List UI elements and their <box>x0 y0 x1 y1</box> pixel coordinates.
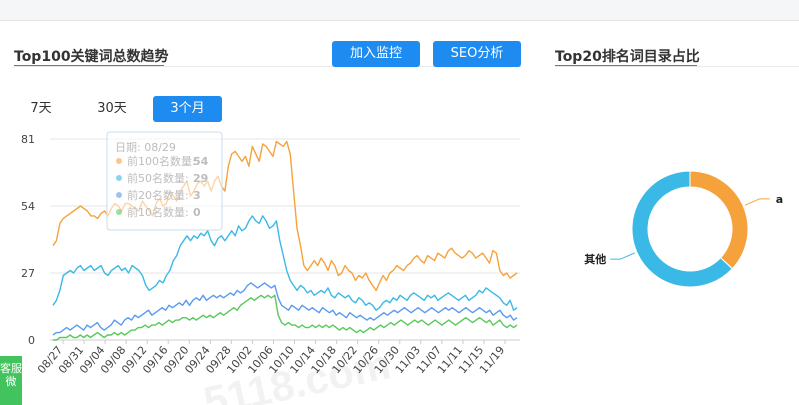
donut-label-line <box>610 252 636 260</box>
tooltip-row-label: 前20名数量: <box>127 188 189 202</box>
y-tick-label: 27 <box>21 267 35 280</box>
top-band <box>0 0 799 21</box>
seo-analysis-button[interactable]: SEO分析 <box>433 41 521 67</box>
tooltip-row-label: 前50名数量: <box>127 171 189 185</box>
chart-tooltip: 日期: 08/29 前100名数量:54 前50名数量: 29 前20名数量: 3 前10… <box>106 131 223 231</box>
tab-7-days[interactable]: 7天 <box>30 101 52 116</box>
tooltip-dot <box>116 158 122 164</box>
tooltip-row-value: 0 <box>193 206 201 219</box>
donut-slice[interactable] <box>689 170 749 270</box>
series-line <box>53 294 518 341</box>
tooltip-dot <box>116 175 122 181</box>
tooltip-dot <box>116 192 122 198</box>
ratio-donut-chart: a 其他 <box>584 170 783 288</box>
tooltip-row-value: 29 <box>193 172 208 185</box>
trend-header-divider <box>14 66 522 67</box>
y-tick-label: 0 <box>28 334 35 347</box>
series-line <box>52 215 518 311</box>
ratio-panel-title: Top20排名词目录占比 <box>555 49 700 65</box>
tooltip-row-label: 前100名数量: <box>127 154 196 168</box>
trend-panel-title: Top100关键词总数趋势 <box>14 49 169 65</box>
tooltip-dot <box>116 209 122 215</box>
y-tick-label: 81 <box>21 133 35 146</box>
donut-slice-label: a <box>776 193 783 206</box>
add-monitor-button[interactable]: 加入监控 <box>332 41 420 67</box>
donut-slice-label: 其他 <box>584 252 606 266</box>
tooltip-date: 日期: 08/29 <box>115 141 176 154</box>
donut-slice[interactable] <box>631 170 733 288</box>
donut-label-line <box>744 198 770 206</box>
y-tick-label: 54 <box>21 200 35 213</box>
tab-3-months[interactable]: 3个月 <box>153 96 222 122</box>
tooltip-row-value: 54 <box>193 155 209 168</box>
series-line <box>52 282 518 336</box>
tooltip-row-value: 3 <box>193 189 201 202</box>
tooltip-row-label: 前10名数量: <box>127 205 189 219</box>
customer-service-tab[interactable]: 客服微 <box>0 356 22 405</box>
tab-30-days[interactable]: 30天 <box>97 101 127 116</box>
ratio-header-divider <box>555 66 799 67</box>
